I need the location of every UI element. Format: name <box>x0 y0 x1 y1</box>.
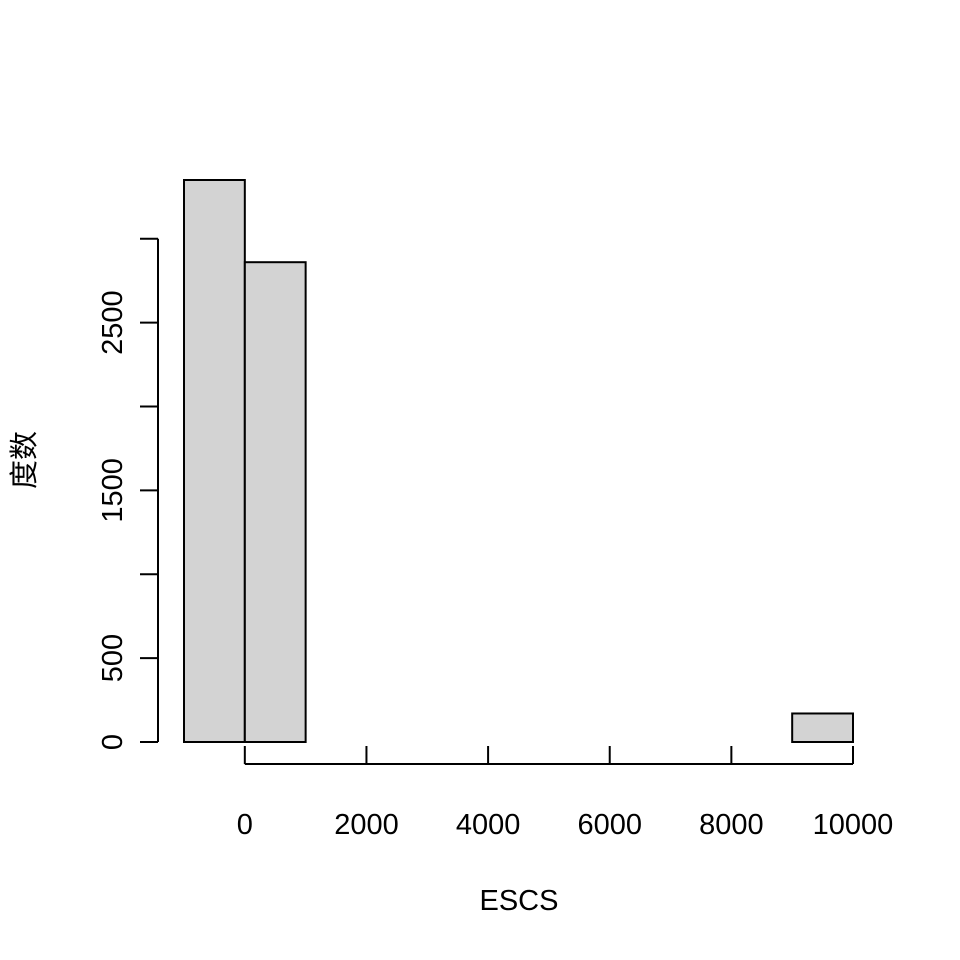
y-tick-label: 500 <box>97 634 129 682</box>
y-tick-label: 0 <box>97 734 129 750</box>
x-tick-label: 2000 <box>334 809 399 841</box>
x-axis: 0 2000 4000 6000 8000 10000 <box>237 746 894 841</box>
histogram-bar <box>791 712 855 743</box>
x-tick-label: 4000 <box>456 809 521 841</box>
x-tick-label: 0 <box>237 809 253 841</box>
y-tick-label: 2500 <box>97 290 129 355</box>
histogram-bar <box>243 261 307 743</box>
histogram-bar <box>183 179 246 743</box>
x-axis-title: ESCS <box>480 885 559 917</box>
y-tick-label: 1500 <box>97 458 129 523</box>
bars-group <box>183 179 855 743</box>
y-axis-title: 度数 <box>8 431 41 489</box>
x-tick-label: 6000 <box>577 809 642 841</box>
x-tick-label: 10000 <box>813 809 894 841</box>
x-tick-label: 8000 <box>699 809 764 841</box>
y-axis: 0 500 1500 2500 <box>97 237 159 750</box>
